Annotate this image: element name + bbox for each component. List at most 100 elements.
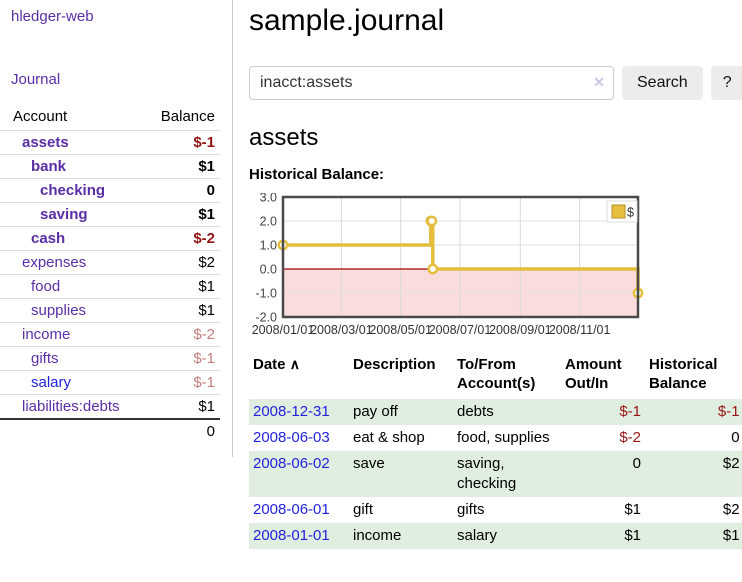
account-balance: 0: [137, 178, 220, 203]
account-link[interactable]: cash: [31, 230, 66, 247]
svg-text:$: $: [627, 206, 634, 220]
register-accounts-cell: debts: [457, 403, 494, 420]
account-row: saving $1: [0, 202, 220, 227]
accounts-header-account: Account: [13, 108, 68, 125]
account-link[interactable]: salary: [31, 374, 72, 391]
svg-text:0.0: 0.0: [260, 263, 277, 277]
register-description-cell: save: [353, 455, 385, 472]
account-balance: $2: [137, 250, 220, 275]
account-link[interactable]: assets: [22, 134, 69, 151]
account-balance: $-2: [137, 322, 220, 347]
register-header-date[interactable]: Date ∧: [253, 356, 300, 373]
account-row: food $1: [0, 274, 220, 299]
transaction-date-link[interactable]: 2008-01-01: [253, 527, 330, 544]
page: hledger-web Journal Account Balance asse…: [0, 0, 742, 549]
search-input[interactable]: [249, 66, 614, 100]
svg-text:2008/03/01: 2008/03/01: [310, 323, 373, 337]
register-row: 2008-06-02 save saving, checking 0 $2: [249, 451, 742, 497]
register-row: 2008-06-01 gift gifts $1 $2: [249, 497, 742, 523]
account-link[interactable]: checking: [40, 182, 106, 199]
transaction-date-link[interactable]: 2008-06-01: [253, 501, 330, 518]
register-date-cell: 2008-06-02: [249, 451, 349, 497]
register-amount-cell: $1: [624, 527, 641, 544]
accounts-table: Account Balance assets $-1 bank $1 checking 0…: [0, 104, 220, 443]
register-description-cell: eat & shop: [353, 429, 425, 446]
sidebar-item-journal[interactable]: Journal: [11, 71, 61, 88]
register-row: 2008-01-01 income salary $1 $1: [249, 523, 742, 549]
clear-search-icon[interactable]: ✕: [593, 74, 605, 90]
search-form: ✕ Search ?: [249, 66, 742, 100]
account-link[interactable]: saving: [40, 206, 88, 223]
transaction-date-link[interactable]: 2008-12-31: [253, 403, 330, 420]
svg-text:2008/07/01: 2008/07/01: [429, 323, 492, 337]
register-amount-cell: $-2: [619, 429, 641, 446]
account-row: assets $-1: [0, 130, 220, 155]
help-button[interactable]: ?: [710, 66, 742, 100]
register-amount-cell: $1: [624, 501, 641, 518]
account-row: expenses $2: [0, 250, 220, 275]
register-header-description: Description: [353, 356, 436, 373]
svg-text:2008/05/01: 2008/05/01: [369, 323, 432, 337]
register-row: 2008-12-31 pay off debts $-1 $-1: [249, 399, 742, 425]
register-header-amount: Amount Out/In: [565, 356, 622, 392]
svg-text:1.0: 1.0: [260, 239, 277, 253]
account-balance: $1: [137, 394, 220, 419]
register-header-row: Date ∧ Description To/From Account(s) Am…: [249, 353, 742, 399]
account-row: bank $1: [0, 154, 220, 179]
register-balance-cell: $-1: [717, 403, 740, 420]
account-balance: $1: [137, 274, 220, 299]
register-table-body: 2008-12-31 pay off debts $-1 $-1 2008-06-03 ea…: [249, 399, 742, 549]
sidebar: hledger-web Journal Account Balance asse…: [0, 0, 233, 457]
search-input-wrap: ✕: [249, 66, 614, 100]
accounts-header-balance: Balance: [160, 108, 215, 125]
search-button[interactable]: Search: [622, 66, 703, 100]
register-amount-cell: $-1: [619, 403, 641, 420]
register-accounts-cell: salary: [457, 527, 498, 544]
register-row: 2008-06-03 eat & shop food, supplies $-2 0: [249, 425, 742, 451]
accounts-total-value: 0: [137, 418, 220, 443]
register-balance-cell: $1: [722, 527, 740, 544]
brand-link[interactable]: hledger-web: [11, 8, 94, 25]
account-balance: $-1: [137, 130, 220, 155]
accounts-total-spacer: [0, 418, 138, 443]
register-description-cell: income: [353, 527, 402, 544]
register-accounts-cell: gifts: [457, 501, 485, 518]
main-content: sample.journal ✕ Search ? assets Histori…: [233, 0, 742, 549]
page-title: sample.journal: [249, 4, 445, 37]
chart-canvas: $3.0 2.0 1.0 0.0 -1.0 -2.02008/01/012008/03/0…: [252, 193, 644, 337]
account-row: cash $-2: [0, 226, 220, 251]
accounts-header-row: Account Balance: [0, 104, 220, 131]
account-link[interactable]: income: [22, 326, 71, 343]
svg-text:-1.0: -1.0: [255, 287, 277, 301]
register-header-accounts: To/From Account(s): [457, 356, 536, 392]
account-link[interactable]: liabilities:debts: [22, 398, 120, 415]
account-link[interactable]: supplies: [31, 302, 87, 319]
accounts-total-row: 0: [0, 418, 220, 443]
account-link[interactable]: gifts: [31, 350, 59, 367]
svg-text:2008/11/01: 2008/11/01: [549, 323, 611, 337]
account-row: salary $-1: [0, 370, 220, 395]
account-balance: $-1: [137, 346, 220, 371]
transaction-date-link[interactable]: 2008-06-03: [253, 429, 330, 446]
svg-text:3.0: 3.0: [260, 193, 277, 205]
account-heading: assets: [249, 124, 319, 151]
register-date-cell: 2008-06-01: [249, 497, 349, 523]
transaction-date-link[interactable]: 2008-06-02: [253, 455, 330, 472]
register-description-cell: pay off: [353, 403, 398, 420]
register-header-balance: Historical Balance: [649, 356, 718, 392]
account-link[interactable]: bank: [31, 158, 67, 175]
account-row: liabilities:debts $1: [0, 394, 220, 419]
account-balance: $-1: [137, 370, 220, 395]
register-date-cell: 2008-06-03: [249, 425, 349, 451]
svg-text:2008/09/01: 2008/09/01: [489, 323, 552, 337]
svg-text:2008/01/01: 2008/01/01: [252, 323, 315, 337]
chart-title: Historical Balance:: [249, 166, 385, 183]
account-row: gifts $-1: [0, 346, 220, 371]
account-balance: $1: [137, 298, 220, 323]
account-balance: $-2: [137, 226, 220, 251]
account-link[interactable]: expenses: [22, 254, 87, 271]
historical-balance-chart: $3.0 2.0 1.0 0.0 -1.0 -2.0 2008/01/01 2008/03/0…: [249, 193, 742, 345]
account-balance: $1: [137, 202, 220, 227]
account-row: supplies $1: [0, 298, 220, 323]
account-link[interactable]: food: [31, 278, 61, 295]
